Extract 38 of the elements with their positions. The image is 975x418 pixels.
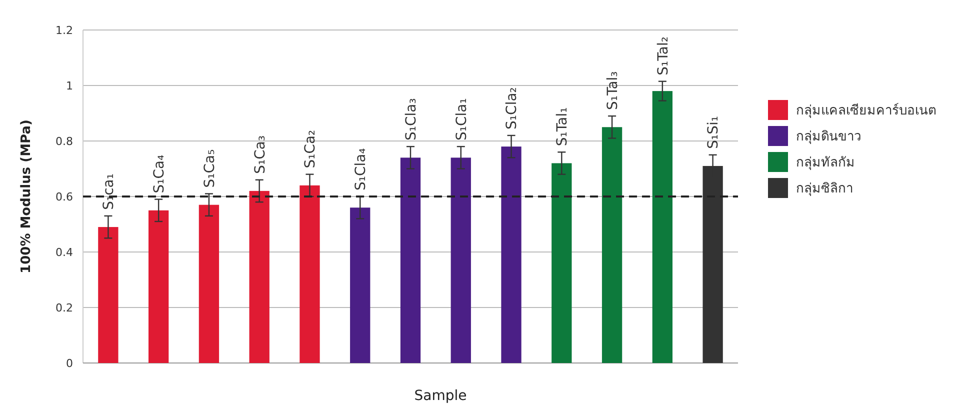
- y-axis-title: 100% Modulus (MPa): [19, 120, 34, 274]
- bar: [501, 146, 522, 363]
- bar: [652, 91, 672, 363]
- y-tick-label: 1: [66, 79, 73, 92]
- bar: [98, 227, 118, 363]
- x-tick-label: S₁Tal₂: [655, 36, 672, 76]
- x-tick-label: S₁Ca₄: [151, 154, 168, 194]
- x-tick-label: S₁Cla₃: [403, 98, 420, 141]
- x-tick-label: S₁Cla₂: [504, 87, 520, 130]
- x-tick-label: S₁Cla₄: [353, 148, 370, 190]
- y-tick-label: 0.4: [56, 246, 73, 259]
- x-tick-label: S₁Tal₁: [554, 107, 571, 146]
- bar: [300, 185, 320, 363]
- y-tick-label: 1.2: [56, 24, 73, 37]
- y-tick-label: 0: [66, 356, 73, 370]
- x-tick-label: S₁Cla₁: [454, 98, 470, 141]
- x-tick-label: S₁Tal₃: [604, 71, 621, 110]
- y-tick-label: 0.2: [56, 301, 73, 314]
- x-tick-label: S₁ca₁: [101, 174, 118, 210]
- legend-label: กลุ่มดินขาว: [796, 130, 861, 145]
- legend-label: กลุ่มซิลิกา: [796, 182, 853, 197]
- bar: [400, 158, 421, 363]
- y-tick-label: 0.8: [56, 134, 73, 148]
- bar: [350, 208, 370, 363]
- x-tick-label: S₁Ca₃: [252, 135, 268, 174]
- legend-label: กลุ่มทัลกัม: [796, 156, 855, 171]
- bar: [198, 204, 220, 363]
- legend-label: กลุ่มแคลเซียมคาร์บอเนต: [796, 102, 936, 119]
- bar: [148, 210, 169, 363]
- x-tick-label: S₁Ca₅: [202, 149, 218, 188]
- bar: [249, 190, 270, 363]
- bar: [450, 158, 471, 363]
- x-tick-label: S₁Ca₂: [302, 130, 319, 168]
- x-axis-title: Sample: [414, 388, 467, 404]
- x-tick-label: S₁Si₁: [706, 116, 722, 149]
- bar: [552, 163, 572, 363]
- y-tick-label: 0.6: [56, 190, 73, 204]
- bar: [602, 127, 622, 363]
